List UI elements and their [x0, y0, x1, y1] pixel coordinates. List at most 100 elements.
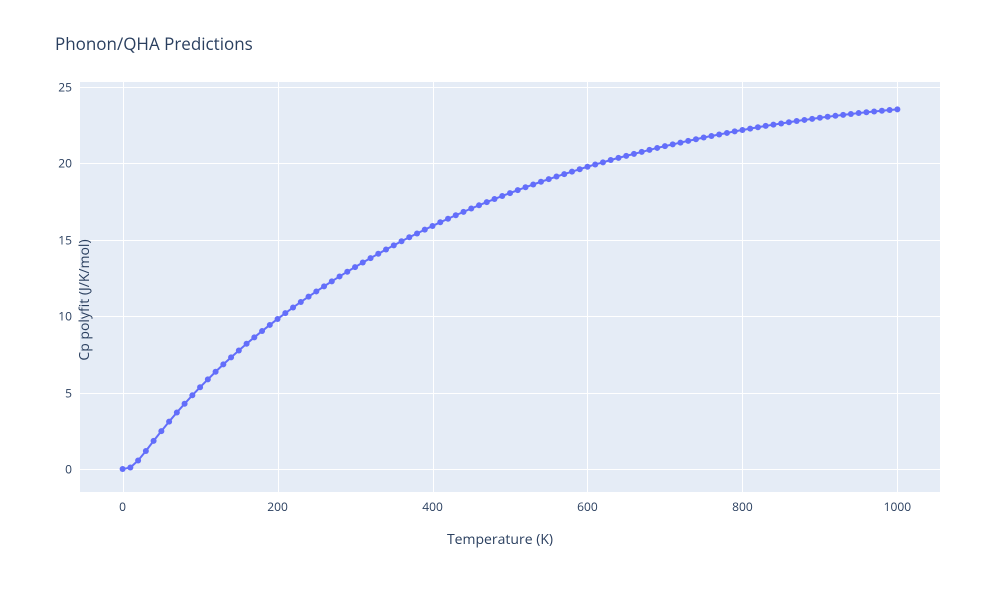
data-marker[interactable]	[344, 269, 350, 275]
data-marker[interactable]	[693, 136, 699, 142]
data-marker[interactable]	[515, 187, 521, 193]
data-marker[interactable]	[724, 130, 730, 136]
data-marker[interactable]	[863, 109, 869, 115]
data-marker[interactable]	[360, 260, 366, 266]
data-marker[interactable]	[747, 126, 753, 132]
data-marker[interactable]	[259, 328, 265, 334]
data-marker[interactable]	[453, 212, 459, 218]
data-marker[interactable]	[701, 135, 707, 141]
data-marker[interactable]	[492, 196, 498, 202]
data-marker[interactable]	[848, 111, 854, 117]
data-marker[interactable]	[166, 419, 172, 425]
data-marker[interactable]	[538, 179, 544, 185]
data-marker[interactable]	[430, 223, 436, 229]
data-marker[interactable]	[313, 288, 319, 294]
data-marker[interactable]	[530, 182, 536, 188]
data-marker[interactable]	[375, 251, 381, 257]
data-marker[interactable]	[135, 457, 141, 463]
data-marker[interactable]	[832, 113, 838, 119]
data-marker[interactable]	[801, 117, 807, 123]
data-marker[interactable]	[755, 124, 761, 130]
data-marker[interactable]	[182, 401, 188, 407]
data-marker[interactable]	[778, 120, 784, 126]
data-marker[interactable]	[894, 106, 900, 112]
data-marker[interactable]	[228, 354, 234, 360]
data-marker[interactable]	[600, 159, 606, 165]
data-marker[interactable]	[306, 294, 312, 300]
data-marker[interactable]	[120, 466, 126, 472]
data-marker[interactable]	[282, 310, 288, 316]
data-marker[interactable]	[770, 122, 776, 128]
data-marker[interactable]	[189, 392, 195, 398]
data-marker[interactable]	[840, 112, 846, 118]
data-marker[interactable]	[368, 255, 374, 261]
data-marker[interactable]	[445, 216, 451, 222]
data-marker[interactable]	[569, 169, 575, 175]
data-marker[interactable]	[523, 184, 529, 190]
data-marker[interactable]	[437, 219, 443, 225]
data-marker[interactable]	[391, 242, 397, 248]
data-marker[interactable]	[499, 193, 505, 199]
data-marker[interactable]	[615, 155, 621, 161]
data-marker[interactable]	[290, 305, 296, 311]
data-marker[interactable]	[670, 141, 676, 147]
data-marker[interactable]	[577, 166, 583, 172]
data-marker[interactable]	[592, 161, 598, 167]
data-marker[interactable]	[546, 176, 552, 182]
data-marker[interactable]	[809, 116, 815, 122]
data-marker[interactable]	[584, 164, 590, 170]
data-marker[interactable]	[383, 247, 389, 253]
data-marker[interactable]	[251, 334, 257, 340]
data-marker[interactable]	[143, 448, 149, 454]
data-marker[interactable]	[321, 283, 327, 289]
data-marker[interactable]	[267, 322, 273, 328]
data-marker[interactable]	[887, 107, 893, 113]
data-marker[interactable]	[422, 227, 428, 233]
data-marker[interactable]	[461, 209, 467, 215]
data-marker[interactable]	[275, 316, 281, 322]
data-marker[interactable]	[817, 115, 823, 121]
data-marker[interactable]	[608, 157, 614, 163]
data-marker[interactable]	[484, 199, 490, 205]
data-marker[interactable]	[329, 278, 335, 284]
data-marker[interactable]	[654, 145, 660, 151]
data-marker[interactable]	[298, 299, 304, 305]
data-marker[interactable]	[337, 273, 343, 279]
data-marker[interactable]	[716, 131, 722, 137]
data-marker[interactable]	[561, 171, 567, 177]
data-marker[interactable]	[763, 123, 769, 129]
data-marker[interactable]	[732, 128, 738, 134]
data-marker[interactable]	[708, 133, 714, 139]
data-marker[interactable]	[879, 108, 885, 114]
data-marker[interactable]	[677, 140, 683, 146]
data-marker[interactable]	[205, 376, 211, 382]
data-marker[interactable]	[856, 110, 862, 116]
data-marker[interactable]	[507, 190, 513, 196]
data-marker[interactable]	[685, 138, 691, 144]
data-marker[interactable]	[623, 153, 629, 159]
data-marker[interactable]	[739, 127, 745, 133]
data-marker[interactable]	[786, 119, 792, 125]
data-marker[interactable]	[414, 230, 420, 236]
data-marker[interactable]	[174, 409, 180, 415]
data-marker[interactable]	[399, 238, 405, 244]
data-marker[interactable]	[244, 341, 250, 347]
data-marker[interactable]	[553, 174, 559, 180]
data-marker[interactable]	[662, 143, 668, 149]
data-marker[interactable]	[158, 428, 164, 434]
data-marker[interactable]	[871, 109, 877, 115]
data-marker[interactable]	[197, 384, 203, 390]
data-marker[interactable]	[406, 234, 412, 240]
data-marker[interactable]	[639, 149, 645, 155]
data-marker[interactable]	[825, 114, 831, 120]
data-marker[interactable]	[794, 118, 800, 124]
data-marker[interactable]	[476, 202, 482, 208]
data-marker[interactable]	[213, 369, 219, 375]
data-marker[interactable]	[127, 465, 133, 471]
data-marker[interactable]	[220, 361, 226, 367]
data-marker[interactable]	[151, 438, 157, 444]
data-marker[interactable]	[631, 151, 637, 157]
data-marker[interactable]	[352, 264, 358, 270]
data-marker[interactable]	[646, 147, 652, 153]
data-marker[interactable]	[468, 206, 474, 212]
